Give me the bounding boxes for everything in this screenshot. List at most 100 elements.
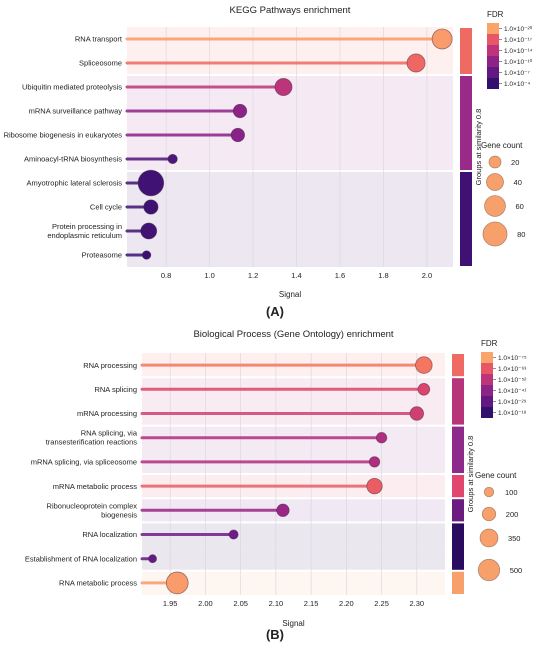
chart-title: KEGG Pathways enrichment (230, 5, 351, 16)
fdr-legend-label: 1.0×10⁻¹⁰ (504, 58, 533, 66)
lollipop-dot (140, 222, 158, 240)
group-color-block (452, 354, 464, 377)
fdr-legend-label: 1.0×10⁻⁴¹ (498, 388, 527, 395)
category-label: RNA localization (82, 530, 137, 539)
size-legend-label: 500 (510, 566, 523, 575)
x-tick-label: 1.0 (204, 271, 214, 280)
lollipop-dot (375, 432, 388, 444)
fdr-legend-title: FDR (481, 339, 498, 348)
size-legend-label: 40 (514, 178, 522, 187)
x-tick-label: 2.10 (269, 599, 284, 608)
row-background (127, 171, 453, 195)
size-legend-circle (482, 221, 508, 247)
fdr-legend-label: 1.0×10⁻⁵² (498, 377, 527, 384)
group-color-block (452, 426, 464, 473)
x-tick-label: 1.8 (378, 271, 388, 280)
lollipop-dot (143, 199, 159, 215)
fdr-legend-label: 1.0×10⁻¹⁴ (504, 48, 533, 55)
size-legend-circle (486, 173, 504, 191)
panel-label: (B) (266, 627, 284, 642)
lollipop-dot (148, 554, 157, 564)
group-color-block (452, 475, 464, 498)
chart-panel-go: Biological Process (Gene Ontology) enric… (25, 329, 527, 642)
lollipop-dot (366, 477, 383, 495)
x-tick-label: 2.25 (374, 599, 389, 608)
fdr-legend-label: 1.0×10⁻⁷ (504, 70, 530, 77)
row-background (142, 570, 445, 595)
lollipop-dot (368, 456, 381, 468)
group-color-block (460, 76, 472, 170)
fdr-legend-swatch (487, 78, 499, 89)
row-background (127, 219, 453, 243)
size-legend-label: 60 (515, 202, 523, 211)
category-label: Cell cycle (90, 203, 122, 212)
lollipop-dot (274, 78, 293, 96)
x-tick-label: 1.6 (335, 271, 345, 280)
lollipop-dot (415, 356, 433, 374)
fdr-legend-swatch (487, 45, 499, 56)
category-label: Proteasome (82, 251, 122, 260)
category-label: mRNA splicing, via spliceosome (31, 458, 137, 467)
fdr-legend-label: 1.0×10⁻⁶³ (498, 366, 527, 373)
lollipop-dot (141, 250, 152, 260)
lollipop-dot (230, 127, 245, 143)
fdr-legend-swatch (487, 34, 499, 45)
fdr-legend-label: 1.0×10⁻¹⁷ (504, 37, 533, 44)
category-label: Ubiquitin mediated proteolysis (22, 83, 122, 92)
category-label: Ribosome biogenesis in eukaryotes (4, 131, 123, 140)
size-legend-label: 100 (505, 488, 518, 497)
fdr-legend-label: 1.0×10⁻⁴ (504, 81, 530, 88)
category-label: mRNA processing (77, 409, 137, 418)
group-color-block (460, 172, 472, 266)
group-color-block (460, 28, 472, 74)
lollipop-dot (232, 103, 248, 119)
x-tick-label: 1.95 (163, 599, 178, 608)
size-legend-circle (488, 155, 502, 169)
x-tick-label: 2.05 (233, 599, 248, 608)
size-legend-circle (477, 558, 501, 582)
chart-title: Biological Process (Gene Ontology) enric… (193, 329, 393, 340)
group-axis-label: Groups at similarity 0.8 (466, 436, 475, 513)
category-label: mRNA surveillance pathway (29, 107, 123, 116)
size-legend-circle (484, 195, 506, 217)
lollipop-dot (406, 53, 426, 73)
x-axis-label: Signal (282, 619, 304, 628)
category-label: Amyotrophic lateral sclerosis (27, 179, 123, 188)
fdr-legend-swatch (481, 352, 493, 363)
size-legend-circle (483, 486, 495, 498)
size-legend-title: Gene count (475, 471, 517, 480)
fdr-legend-swatch (487, 23, 499, 34)
category-label: RNA metabolic process (59, 579, 137, 588)
row-background (142, 546, 445, 571)
category-label: Aminoacyl-tRNA biosynthesis (24, 155, 122, 164)
x-axis-label: Signal (279, 290, 301, 299)
size-legend-circle (479, 528, 499, 548)
fdr-legend-label: 1.0×10⁻¹⁸ (498, 410, 527, 417)
fdr-legend-swatch (481, 385, 493, 396)
x-tick-label: 2.15 (304, 599, 319, 608)
category-label: Protein processing in endoplasmic reticul… (47, 222, 122, 240)
fdr-legend-swatch (481, 396, 493, 407)
fdr-legend-title: FDR (487, 10, 504, 19)
group-axis-label: Groups at similarity 0.8 (474, 109, 483, 186)
x-tick-label: 0.8 (161, 271, 171, 280)
x-tick-label: 2.30 (410, 599, 425, 608)
group-color-block (452, 378, 464, 425)
size-legend-label: 350 (508, 534, 521, 543)
size-legend-label: 20 (511, 158, 519, 167)
size-legend-circle (481, 506, 497, 522)
fdr-legend-label: 1.0×10⁻⁷⁵ (498, 355, 527, 362)
category-label: Ribonucleoprotein complex biogenesis (47, 501, 138, 519)
fdr-legend-swatch (481, 363, 493, 374)
fdr-legend-swatch (487, 56, 499, 67)
row-background (127, 147, 453, 171)
x-tick-label: 2.0 (422, 271, 432, 280)
group-color-block (452, 523, 464, 570)
fdr-legend-label: 1.0×10⁻²⁰ (504, 25, 533, 33)
fdr-legend-swatch (481, 407, 493, 418)
fdr-legend-label: 1.0×10⁻²⁹ (498, 399, 527, 406)
fdr-legend-swatch (481, 374, 493, 385)
group-color-block (452, 571, 464, 594)
